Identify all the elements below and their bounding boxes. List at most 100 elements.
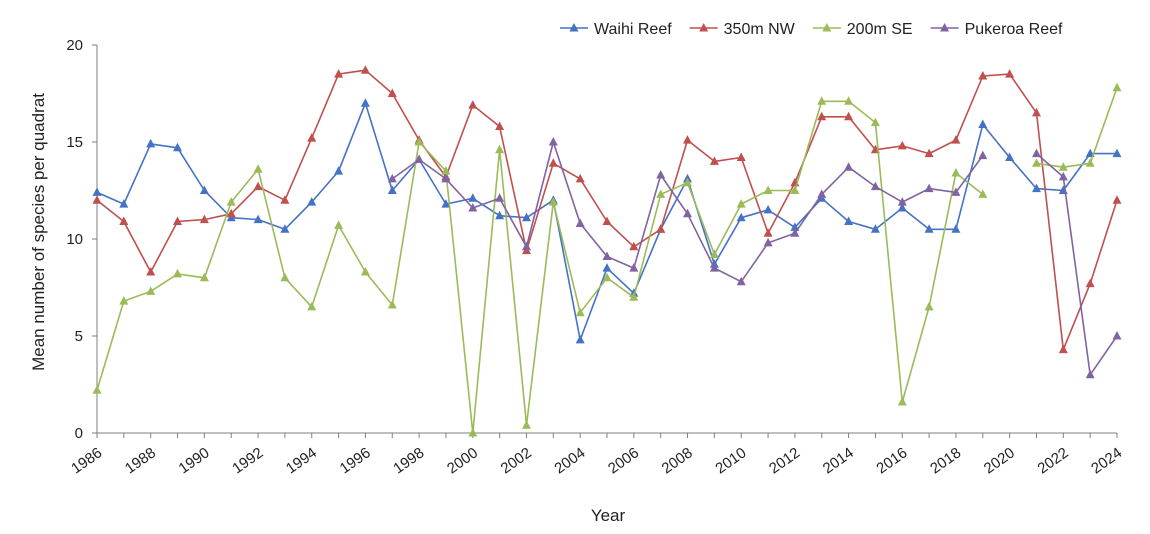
- data-point: [683, 208, 692, 218]
- legend-label: Pukeroa Reef: [965, 21, 1063, 38]
- x-axis-title: Year: [591, 506, 626, 525]
- data-point: [280, 195, 290, 204]
- data-point: [360, 267, 370, 276]
- data-point: [92, 385, 102, 394]
- data-point: [307, 133, 317, 142]
- data-point: [92, 195, 102, 204]
- data-point: [602, 251, 612, 260]
- x-tick-label: 1996: [337, 444, 374, 477]
- legend-item-350m-nw: 350m NW: [689, 21, 796, 38]
- data-point: [629, 292, 639, 301]
- data-point: [575, 307, 585, 317]
- data-point: [763, 228, 773, 237]
- data-point: [387, 173, 397, 183]
- y-tick-label: 10: [66, 231, 83, 248]
- data-point: [1085, 278, 1095, 288]
- data-point: [441, 199, 451, 208]
- data-point: [226, 208, 236, 218]
- data-point: [951, 168, 961, 177]
- data-point: [441, 166, 451, 175]
- data-point: [656, 170, 666, 179]
- legend-marker: [940, 23, 950, 32]
- data-point: [522, 241, 531, 251]
- data-point: [253, 181, 263, 191]
- data-point: [173, 216, 182, 225]
- data-point: [548, 197, 558, 206]
- legend-marker: [822, 23, 832, 32]
- data-point: [575, 334, 585, 344]
- x-tick-label: 2008: [659, 444, 696, 477]
- data-point: [226, 197, 236, 206]
- x-tick-label: 1988: [122, 444, 159, 477]
- y-axis-title: Mean number of species per quadrat: [29, 93, 48, 371]
- data-point: [763, 185, 773, 194]
- data-point: [387, 300, 397, 309]
- data-point: [119, 199, 129, 208]
- x-tick-label: 2010: [712, 444, 749, 477]
- series-line: [96, 69, 1118, 351]
- data-point: [870, 224, 880, 233]
- x-tick-label: 2002: [498, 444, 535, 477]
- data-point: [844, 96, 854, 105]
- data-point: [817, 189, 827, 198]
- data-point: [736, 152, 746, 161]
- x-tick-label: 1986: [68, 444, 105, 477]
- data-point: [1112, 331, 1122, 340]
- data-point: [656, 189, 666, 198]
- data-point: [495, 193, 505, 202]
- x-tick-label: 2018: [927, 444, 964, 477]
- data-point: [924, 224, 934, 233]
- data-point: [1112, 148, 1122, 158]
- x-tick-label: 2016: [873, 444, 910, 477]
- data-point: [790, 185, 800, 194]
- x-tick-label: 2014: [820, 444, 857, 477]
- data-point: [790, 228, 800, 237]
- legend-item-pukeroa-reef: Pukeroa Reef: [930, 21, 1063, 38]
- data-point: [897, 203, 907, 212]
- data-point: [334, 69, 344, 78]
- data-point: [629, 263, 639, 272]
- data-point: [387, 185, 397, 194]
- data-point: [280, 224, 290, 233]
- x-tick-label: 1994: [283, 444, 320, 477]
- data-point: [1058, 162, 1068, 171]
- data-point: [736, 276, 746, 286]
- data-point: [844, 216, 854, 225]
- data-point: [951, 135, 961, 144]
- data-point: [575, 218, 585, 227]
- data-point: [414, 137, 424, 146]
- data-point: [119, 296, 129, 305]
- data-point: [92, 187, 102, 196]
- data-point: [468, 193, 478, 202]
- legend: Waihi Reef 350m NW 200m SE Pukeroa Reef: [560, 21, 1063, 38]
- data-point: [146, 267, 156, 276]
- data-point: [709, 249, 719, 258]
- x-tick-label: 1998: [390, 444, 427, 477]
- data-point: [978, 150, 988, 160]
- x-tick-label: 2012: [766, 444, 803, 477]
- series-line: [1035, 152, 1118, 376]
- x-tick-label: 2000: [444, 444, 481, 477]
- data-point: [1005, 69, 1015, 78]
- x-tick-label: 1990: [176, 444, 213, 477]
- data-point: [683, 135, 692, 144]
- data-point: [548, 137, 558, 146]
- data-point: [897, 397, 907, 406]
- data-point: [334, 166, 344, 175]
- data-point: [1032, 107, 1041, 117]
- x-tick-label: 1992: [229, 444, 266, 477]
- data-point: [924, 301, 934, 311]
- data-point: [656, 224, 666, 233]
- legend-label: 200m SE: [847, 21, 913, 38]
- data-point: [495, 210, 505, 220]
- data-point: [360, 98, 370, 107]
- y-tick-label: 20: [66, 37, 83, 54]
- data-point: [1032, 148, 1041, 158]
- data-point: [951, 187, 961, 196]
- x-tick-label: 2006: [605, 444, 642, 477]
- data-point: [978, 71, 988, 80]
- data-point: [173, 142, 182, 152]
- data-point: [468, 428, 478, 437]
- y-tick-label: 0: [75, 425, 83, 442]
